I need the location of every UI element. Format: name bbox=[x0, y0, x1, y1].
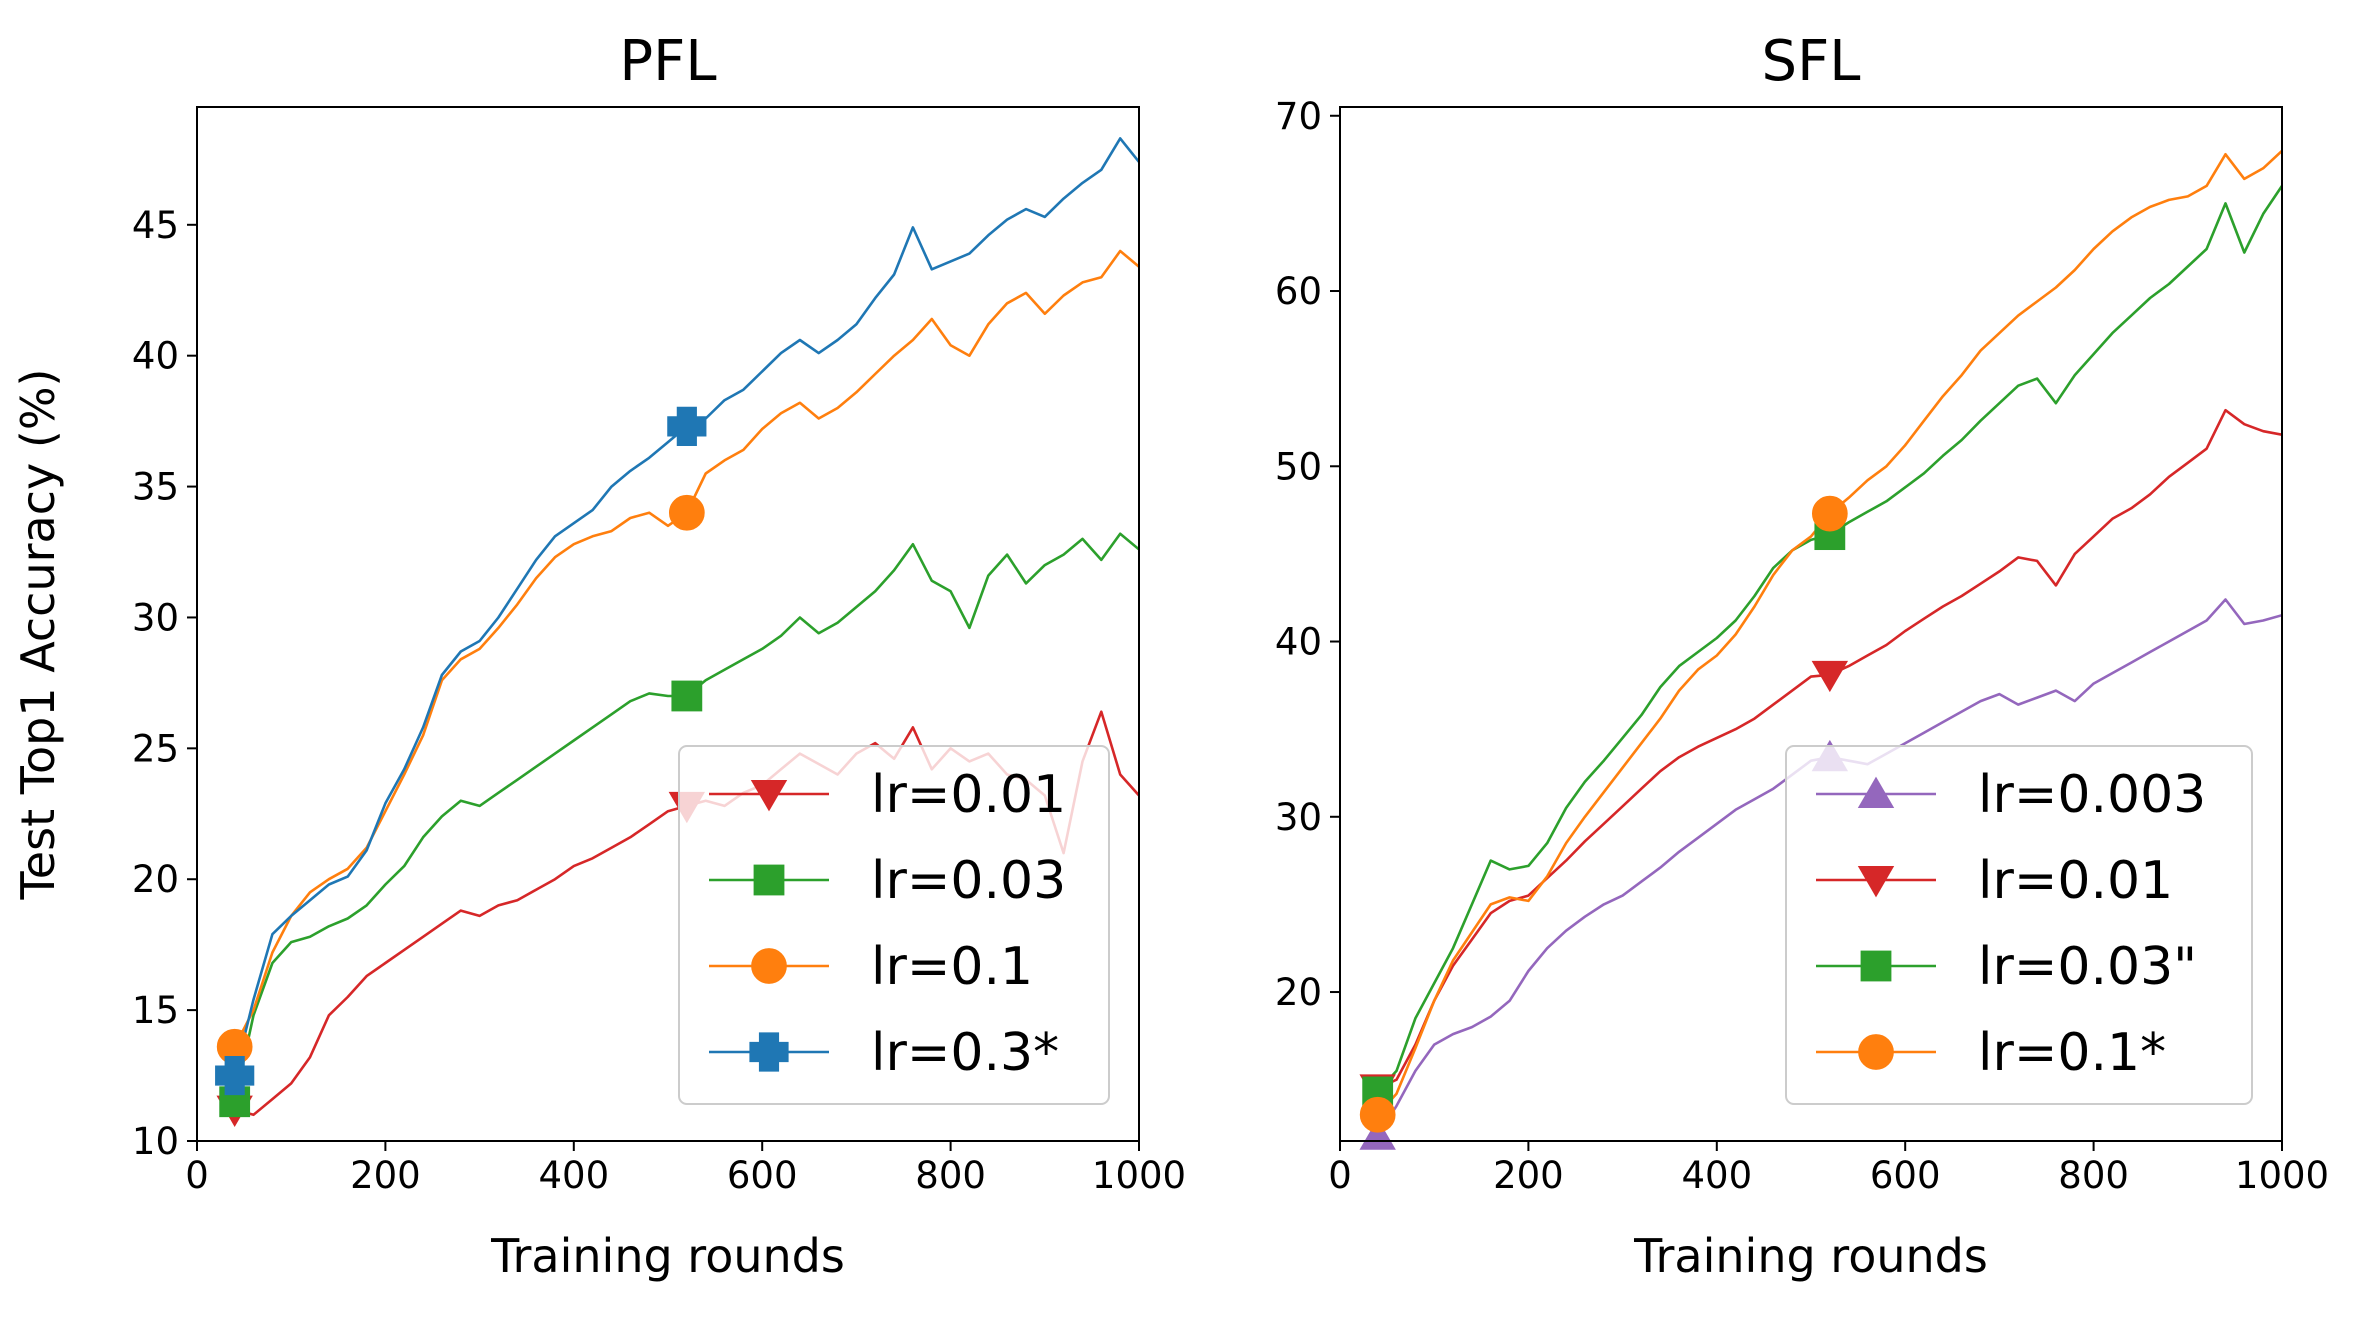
axis-ticks: 0 200 400 600 800 1000 10 15 20 25 30 35 40 45 bbox=[132, 204, 1186, 1197]
legend-label: lr=0.01 bbox=[871, 765, 1066, 825]
x-tick-label: 600 bbox=[1870, 1154, 1941, 1197]
x-tick-label: 1000 bbox=[1092, 1154, 1186, 1197]
x-tick-label: 200 bbox=[1493, 1154, 1564, 1197]
y-tick-label: 50 bbox=[1275, 445, 1322, 488]
legend-label: lr=0.01 bbox=[1978, 851, 2173, 911]
legend: lr=0.01 lr=0.03 lr=0.1 lr=0.3* bbox=[678, 745, 1110, 1105]
y-tick-label: 30 bbox=[132, 596, 179, 639]
data-point-marker bbox=[667, 406, 707, 446]
data-point-marker bbox=[1359, 1096, 1396, 1133]
legend-marker bbox=[751, 948, 787, 984]
data-point-marker bbox=[668, 494, 705, 531]
chart-title: PFL bbox=[619, 29, 716, 94]
legend: lr=0.003 lr=0.01 lr=0.03" lr=0.1* bbox=[1785, 745, 2253, 1105]
legend-marker bbox=[1857, 866, 1895, 898]
chart-panel-sfl: SFL 0 200 400 600 800 1000 20 30 40 50 60 70 Traini… bbox=[1275, 29, 2329, 1283]
legend-frame bbox=[1785, 745, 2253, 1105]
plot-frame bbox=[196, 106, 1140, 1142]
y-tick-label: 20 bbox=[132, 858, 179, 901]
y-tick-label: 15 bbox=[132, 989, 179, 1032]
legend-label: lr=0.1 bbox=[871, 937, 1033, 997]
x-tick-label: 400 bbox=[538, 1154, 609, 1197]
legend-label: lr=0.1* bbox=[1978, 1023, 2166, 1083]
y-axis-label: Test Top1 Accuracy (%) bbox=[11, 369, 65, 901]
data-point-marker bbox=[215, 1055, 255, 1096]
x-tick-label: 800 bbox=[2058, 1154, 2129, 1197]
y-tick-label: 10 bbox=[132, 1120, 179, 1163]
y-tick-label: 70 bbox=[1275, 95, 1322, 138]
axis-ticks: 0 200 400 600 800 1000 20 30 40 50 60 70 bbox=[1275, 95, 2329, 1197]
x-tick-label: 600 bbox=[727, 1154, 798, 1197]
y-tick-label: 40 bbox=[1275, 621, 1322, 664]
chart-title: SFL bbox=[1762, 29, 1861, 94]
y-tick-label: 60 bbox=[1275, 270, 1322, 313]
y-tick-label: 45 bbox=[132, 204, 179, 247]
legend-label: lr=0.03" bbox=[1978, 937, 2197, 997]
chart-panel-pfl: PFL 0 200 400 600 800 1000 10 15 20 25 30 35 40 45 Tr… bbox=[132, 29, 1186, 1283]
legend-marker bbox=[1860, 950, 1892, 982]
data-point-marker bbox=[1811, 660, 1849, 693]
legend-marker bbox=[753, 864, 785, 896]
legend-marker bbox=[749, 1032, 789, 1072]
y-tick-label: 20 bbox=[1275, 971, 1322, 1014]
legend-frame bbox=[678, 745, 1110, 1105]
y-tick-label: 40 bbox=[132, 335, 179, 378]
y-tick-label: 30 bbox=[1275, 796, 1322, 839]
x-tick-label: 800 bbox=[915, 1154, 986, 1197]
legend-marker bbox=[1858, 1034, 1894, 1070]
x-axis-label: Training rounds bbox=[1633, 1229, 1988, 1283]
legend-label: lr=0.3* bbox=[871, 1023, 1059, 1083]
series-markers bbox=[215, 406, 707, 1127]
y-tick-label: 25 bbox=[132, 727, 179, 770]
x-tick-label: 0 bbox=[185, 1154, 209, 1197]
x-tick-label: 0 bbox=[1328, 1154, 1352, 1197]
data-point-marker bbox=[671, 680, 703, 712]
legend-marker bbox=[750, 780, 788, 812]
x-axis-label: Training rounds bbox=[490, 1229, 845, 1283]
x-tick-label: 400 bbox=[1681, 1154, 1752, 1197]
plot-frame bbox=[1339, 106, 2283, 1142]
data-point-marker bbox=[1811, 495, 1848, 532]
legend-label: lr=0.03 bbox=[871, 851, 1066, 911]
legend-marker bbox=[1857, 776, 1895, 808]
legend-label: lr=0.003 bbox=[1978, 765, 2206, 825]
y-tick-label: 35 bbox=[132, 466, 179, 509]
x-tick-label: 200 bbox=[350, 1154, 421, 1197]
x-tick-label: 1000 bbox=[2235, 1154, 2329, 1197]
